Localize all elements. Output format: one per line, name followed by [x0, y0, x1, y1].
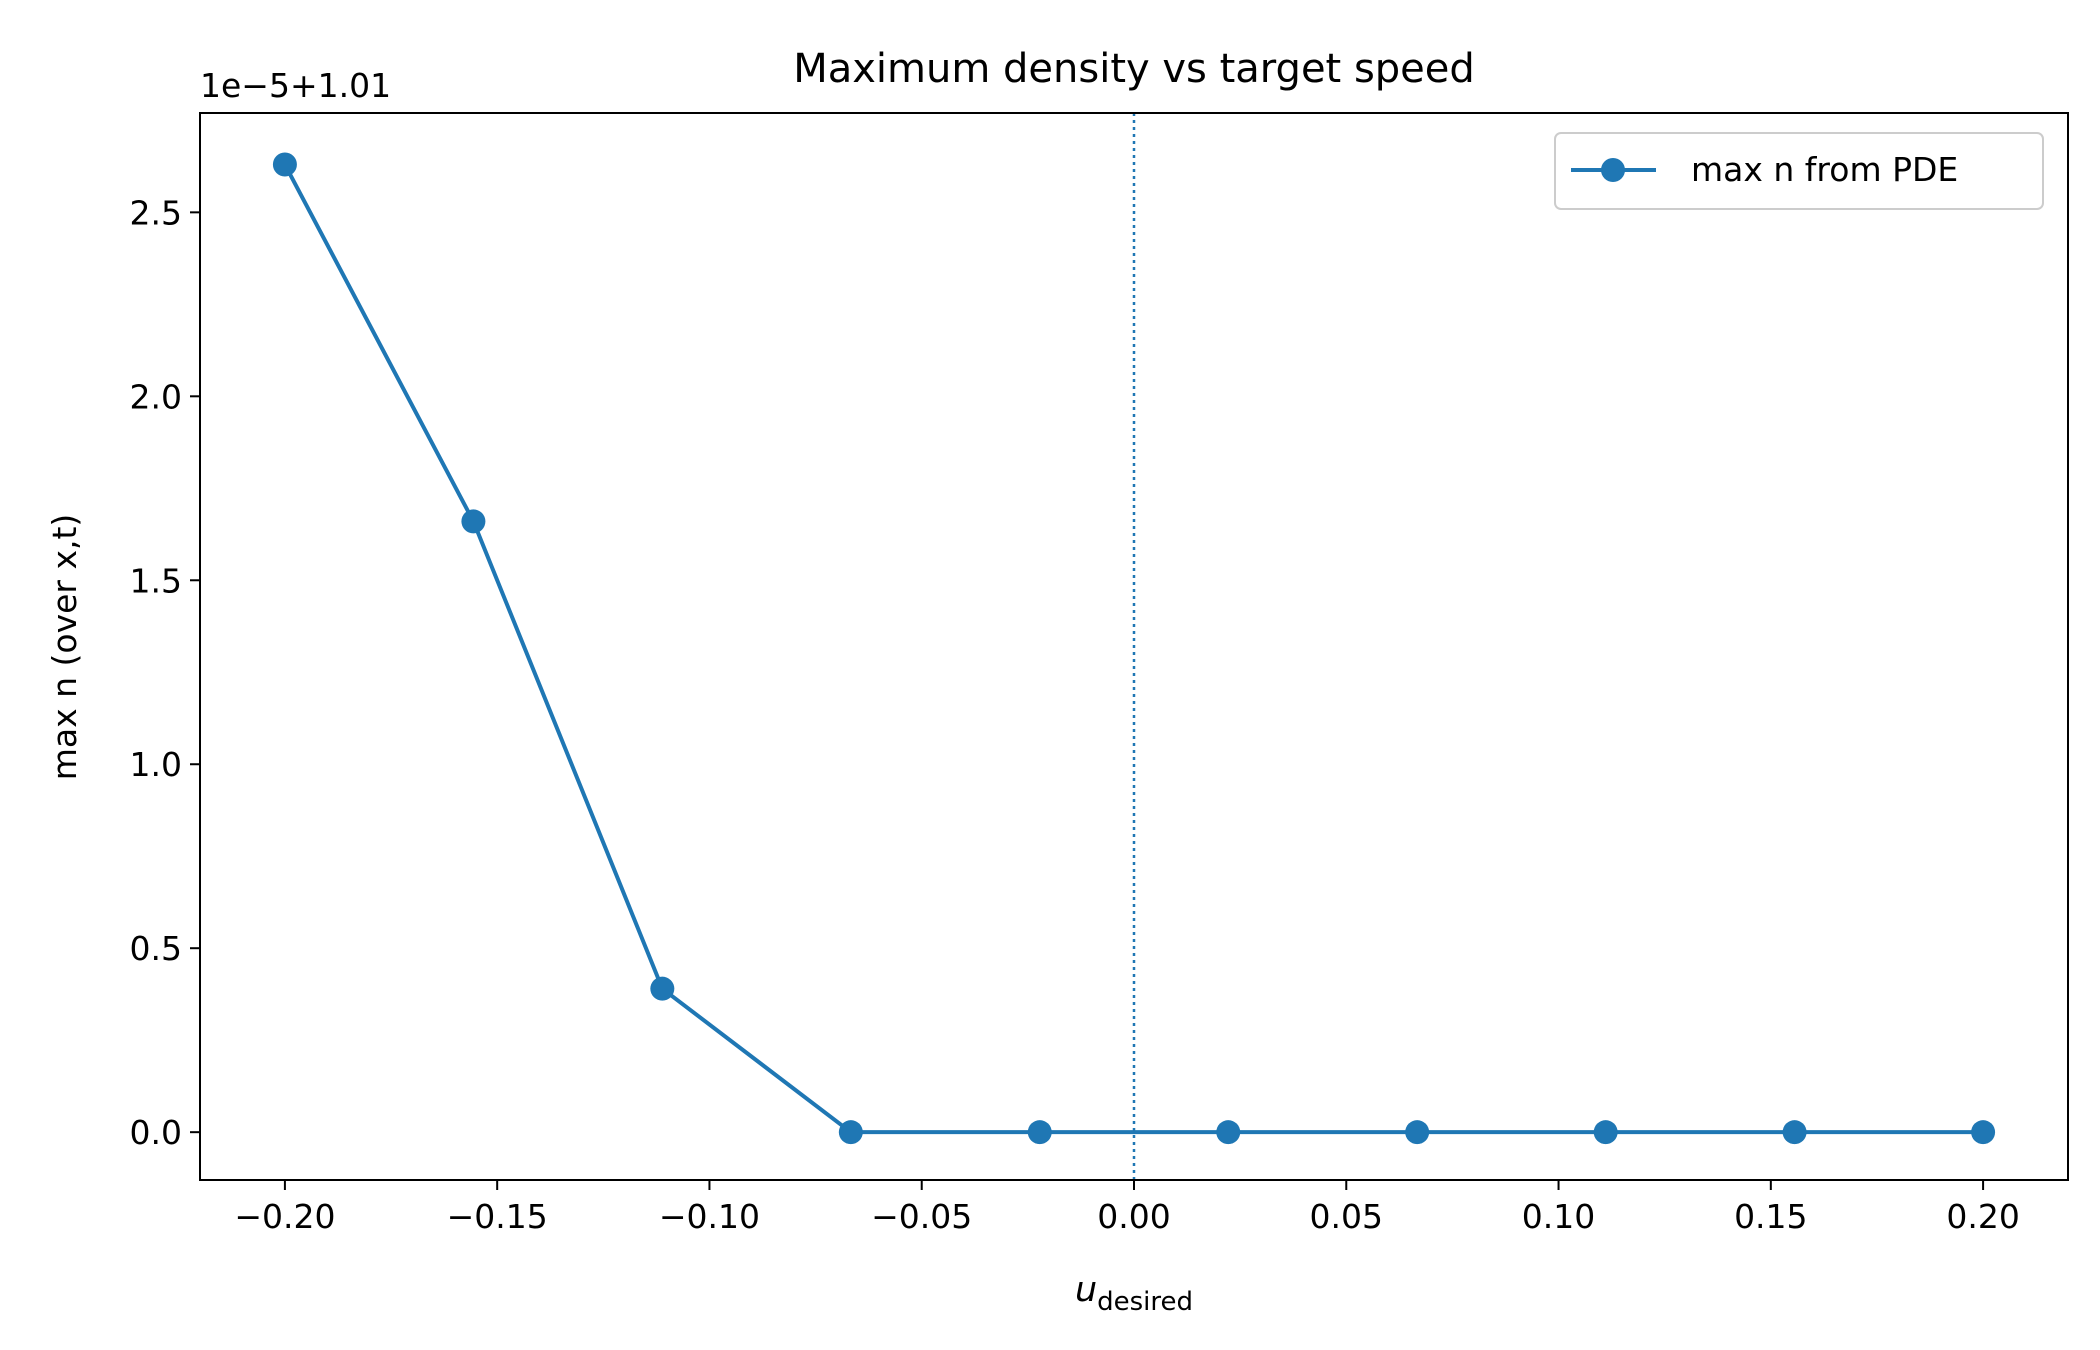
- x-axis: −0.20 −0.15 −0.10 −0.05 0.00 0.05 0.10 0.15 0.20: [234, 1180, 2020, 1236]
- x-tick-label: 0.05: [1310, 1197, 1383, 1236]
- x-tick-label: −0.05: [871, 1197, 972, 1236]
- x-tick-label: −0.10: [659, 1197, 760, 1236]
- y-tick-label: 2.0: [130, 377, 182, 416]
- chart-title: Maximum density vs target speed: [793, 46, 1475, 92]
- legend-marker: [1601, 158, 1625, 182]
- data-point: [1405, 1120, 1430, 1145]
- data-point: [650, 976, 675, 1001]
- data-point: [1593, 1120, 1618, 1145]
- series-line: [283, 163, 1984, 1135]
- x-tick-label: −0.20: [234, 1197, 335, 1236]
- data-point: [272, 152, 297, 177]
- legend: max n from PDE: [1554, 132, 2044, 210]
- y-axis: 0.0 0.5 1.0 1.5 2.0 2.5: [130, 193, 200, 1152]
- data-point: [1971, 1120, 1996, 1145]
- y-tick-label: 0.5: [130, 929, 182, 968]
- x-tick-label: 0.20: [1946, 1197, 2019, 1236]
- legend-label: max n from PDE: [1691, 150, 1958, 189]
- x-axis-label: udesired: [1075, 1270, 1193, 1317]
- data-point: [461, 509, 486, 534]
- y-offset-text: 1e−5+1.01: [200, 66, 391, 105]
- y-axis-label: max n (over x,t): [45, 514, 84, 781]
- data-point: [838, 1120, 863, 1145]
- data-point: [1027, 1120, 1052, 1145]
- y-tick-label: 1.0: [130, 745, 182, 784]
- x-axis-label-main: u: [1075, 1270, 1097, 1310]
- legend-box: [1554, 132, 2044, 210]
- data-point: [1782, 1120, 1807, 1145]
- x-axis-label-subscript: desired: [1097, 1287, 1193, 1317]
- x-tick-label: 0.00: [1097, 1197, 1170, 1236]
- data-point: [1216, 1120, 1241, 1145]
- y-tick-label: 1.5: [130, 561, 182, 600]
- y-tick-label: 2.5: [130, 193, 182, 232]
- y-tick-label: 0.0: [130, 1113, 182, 1152]
- x-tick-label: 0.15: [1734, 1197, 1807, 1236]
- x-tick-label: −0.15: [447, 1197, 548, 1236]
- x-tick-label: 0.10: [1522, 1197, 1595, 1236]
